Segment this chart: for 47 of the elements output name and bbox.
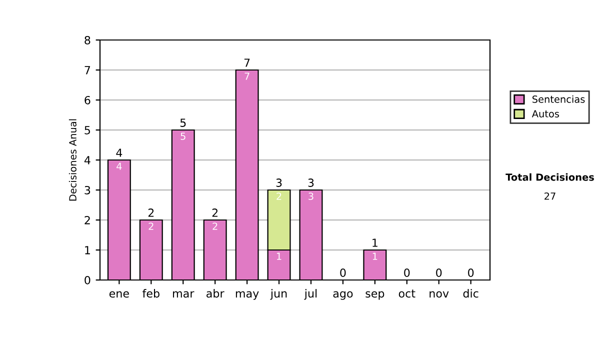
text: 27: [544, 192, 556, 200]
x-tick-label: oct: [398, 290, 416, 298]
data-label: 1: [372, 252, 378, 260]
x-tick-label: ene: [109, 291, 129, 298]
y-tick-label: 3: [84, 186, 90, 194]
x-tick-label: abr: [206, 289, 224, 298]
data-label: 2: [276, 192, 282, 200]
total-label: 0: [340, 268, 346, 277]
x-tick-label: ago: [333, 291, 353, 300]
total-label: 0: [404, 268, 410, 277]
x-tick-label: dic: [463, 289, 478, 298]
data-label: 3: [308, 192, 314, 200]
y-axis-title: Decisiones Anual: [68, 119, 76, 201]
y-tick-label: 6: [84, 96, 90, 104]
y-tick-label: 8: [84, 36, 90, 44]
total-label: 0: [436, 268, 442, 277]
text: Total Decisiones: [506, 173, 594, 181]
data-label: 2: [212, 222, 218, 230]
data-label: 5: [180, 132, 186, 140]
y-tick-label: 4: [84, 156, 90, 164]
x-tick-label: may: [236, 291, 259, 300]
x-tick-label: mar: [173, 291, 194, 298]
total-label: 7: [244, 58, 250, 67]
y-tick-label: 2: [84, 216, 90, 224]
total-label: 2: [212, 208, 218, 217]
x-tick-label: sep: [366, 291, 384, 300]
data-label: 7: [244, 72, 250, 80]
x-tick-label: nov: [430, 291, 449, 298]
data-label: 4: [116, 162, 122, 170]
total-label: 3: [308, 178, 314, 187]
legend-label: Sentencias: [532, 95, 585, 103]
y-tick-label: 1: [85, 246, 90, 254]
legend-label: Autos: [532, 110, 560, 118]
x-tick-label: jul: [304, 289, 317, 300]
total-label: 1: [372, 238, 378, 247]
total-label: 4: [116, 148, 122, 157]
total-label: 3: [276, 178, 282, 187]
x-tick-label: jun: [270, 289, 287, 300]
total-label: 2: [148, 208, 154, 217]
data-label: 1: [276, 252, 282, 260]
data-label: 2: [148, 222, 154, 230]
y-tick-label: 7: [84, 66, 90, 74]
total-label: 5: [180, 118, 186, 127]
y-tick-label: 5: [84, 126, 90, 134]
total-label: 0: [468, 268, 474, 277]
x-tick-label: feb: [142, 289, 160, 298]
y-tick-label: 0: [84, 276, 90, 284]
